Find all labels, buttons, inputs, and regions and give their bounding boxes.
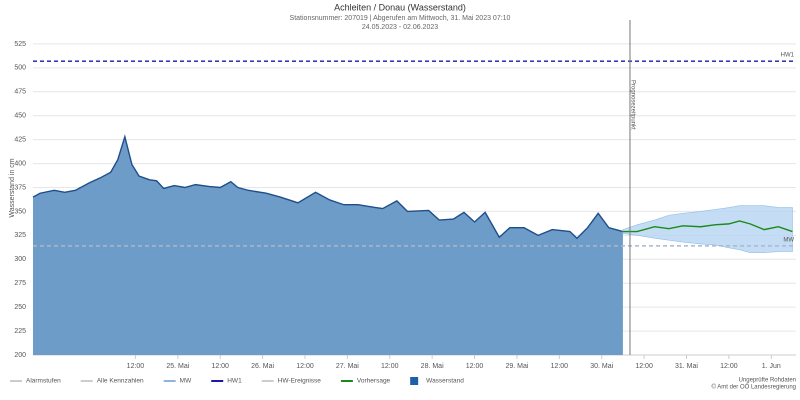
legend-symbol	[410, 377, 419, 385]
chart-subtitle: Stationsnummer: 207019 | Abgerufen am Mi…	[290, 15, 511, 22]
series-line	[32, 134, 624, 240]
y-tick-label: 450	[14, 113, 26, 120]
x-tick-label: 1. Jun	[762, 363, 781, 370]
x-tick-label: 12:00	[127, 363, 145, 370]
x-tick-label: 28. Mai	[421, 363, 444, 370]
y-tick-label: 200	[14, 352, 26, 359]
x-tick-label: 12:00	[635, 363, 653, 370]
reference-label: MW	[783, 237, 794, 243]
x-tick-label: 12:00	[466, 363, 484, 370]
y-tick-label: 425	[14, 136, 26, 143]
forecast-marker-label: Prognosezeitpunkt	[629, 80, 635, 130]
chart-subtitle: 24.05.2023 - 02.06.2023	[362, 24, 438, 31]
x-tick-label: 25. Mai	[166, 363, 189, 370]
y-tick-label: 300	[14, 256, 26, 263]
x-tick-label: 12:00	[551, 363, 569, 370]
y-tick-label: 400	[14, 160, 26, 167]
legend-label[interactable]: HW-Ereignisse	[278, 378, 322, 385]
y-tick-label: 350	[14, 208, 26, 215]
legend-label[interactable]: Wasserstand	[426, 378, 464, 385]
legend-label[interactable]: Alle Kennzahlen	[97, 378, 144, 385]
x-tick-label: 27. Mai	[336, 363, 359, 370]
credit: Ungeprüfte Rohdaten	[739, 378, 796, 384]
credit: © Amt der OÖ Landesregierung	[712, 384, 796, 391]
chart-title: Achleiten / Donau (Wasserstand)	[334, 2, 466, 12]
legend-label[interactable]: HW1	[227, 378, 242, 385]
series-line	[622, 220, 793, 233]
y-axis-title: Wasserstand in cm	[9, 158, 16, 217]
x-tick-label: 12:00	[720, 363, 738, 370]
legend-label[interactable]: Vorhersage	[357, 378, 391, 385]
y-tick-label: 525	[14, 41, 26, 48]
forecast-band	[622, 205, 793, 253]
x-tick-label: 12:00	[211, 363, 229, 370]
x-tick-label: 26. Mai	[251, 363, 274, 370]
reference-label: HW1	[781, 53, 795, 59]
y-tick-label: 250	[14, 304, 26, 311]
y-tick-label: 500	[14, 65, 26, 72]
legend-label[interactable]: Alarmstufen	[26, 378, 61, 385]
y-tick-label: 325	[14, 232, 26, 239]
y-tick-label: 375	[14, 184, 26, 191]
x-tick-label: 12:00	[296, 363, 314, 370]
y-tick-label: 225	[14, 328, 26, 335]
x-tick-label: 31. Mai	[675, 363, 698, 370]
x-tick-label: 12:00	[381, 363, 399, 370]
x-tick-label: 29. Mai	[505, 363, 528, 370]
legend-label[interactable]: MW	[180, 378, 192, 385]
y-tick-label: 275	[14, 280, 26, 287]
x-tick-label: 30. Mai	[590, 363, 613, 370]
y-tick-label: 475	[14, 89, 26, 96]
